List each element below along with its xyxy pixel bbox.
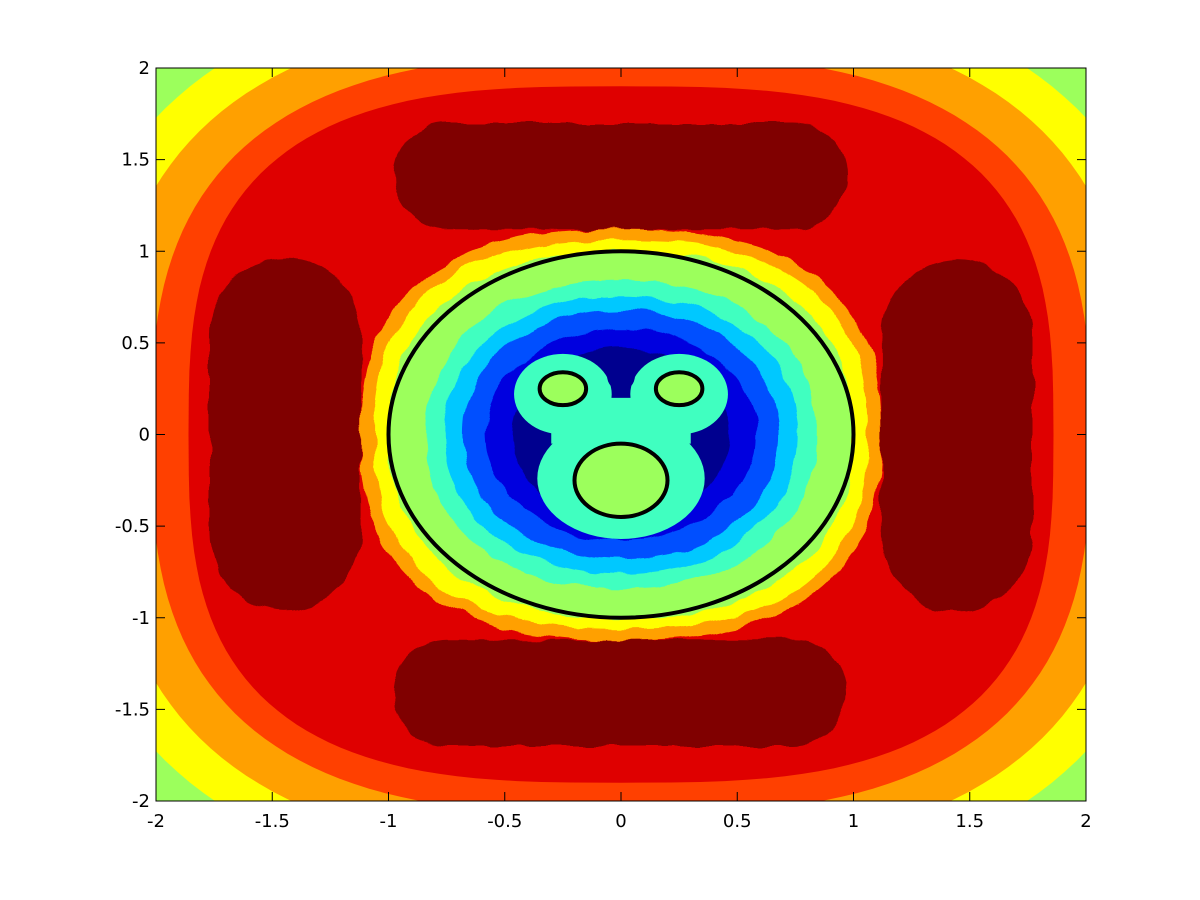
boundary-left-ear	[537, 370, 589, 408]
y-tick-label: 1	[139, 241, 150, 262]
x-axis: -2 -1.5 -1 -0.5 0 0.5 1 1.5 2	[147, 68, 1092, 832]
x-tick-label: 0.5	[723, 811, 752, 832]
y-tick-label: 0.5	[121, 333, 150, 354]
x-tick-label: 2	[1080, 811, 1091, 832]
plot-area	[156, 68, 1086, 801]
y-axis: 2 1.5 1 0.5 0 -0.5 -1 -1.5 -2	[115, 58, 1086, 812]
boundary-curves	[386, 249, 856, 620]
x-tick-label: -2	[147, 811, 165, 832]
peak-lobe-bottom	[393, 639, 847, 747]
y-tick-label: 0	[139, 425, 150, 446]
peak-lobe-left	[209, 258, 361, 611]
x-tick-label: 1.5	[955, 811, 984, 832]
x-tick-label: 0	[615, 811, 626, 832]
y-tick-label: -1.5	[115, 699, 150, 720]
y-tick-label: -1	[132, 608, 150, 629]
y-tick-label: 2	[139, 58, 150, 79]
y-tick-label: -0.5	[115, 516, 150, 537]
boundary-right-ear	[653, 370, 705, 408]
boundary-face	[572, 441, 670, 519]
x-tick-label: 1	[848, 811, 859, 832]
x-tick-label: -0.5	[487, 811, 522, 832]
peak-lobe-top	[393, 122, 847, 230]
y-tick-label: 1.5	[121, 150, 150, 171]
halo-notch	[607, 361, 635, 391]
x-tick-label: -1	[380, 811, 398, 832]
halo-bridge	[551, 397, 691, 444]
x-tick-label: -1.5	[255, 811, 290, 832]
boundary-unit-circle	[386, 249, 856, 620]
contour-field	[156, 68, 1086, 801]
peak-lobe-right	[881, 258, 1033, 611]
peak-lobes	[209, 122, 1033, 747]
y-tick-label: -2	[132, 791, 150, 812]
